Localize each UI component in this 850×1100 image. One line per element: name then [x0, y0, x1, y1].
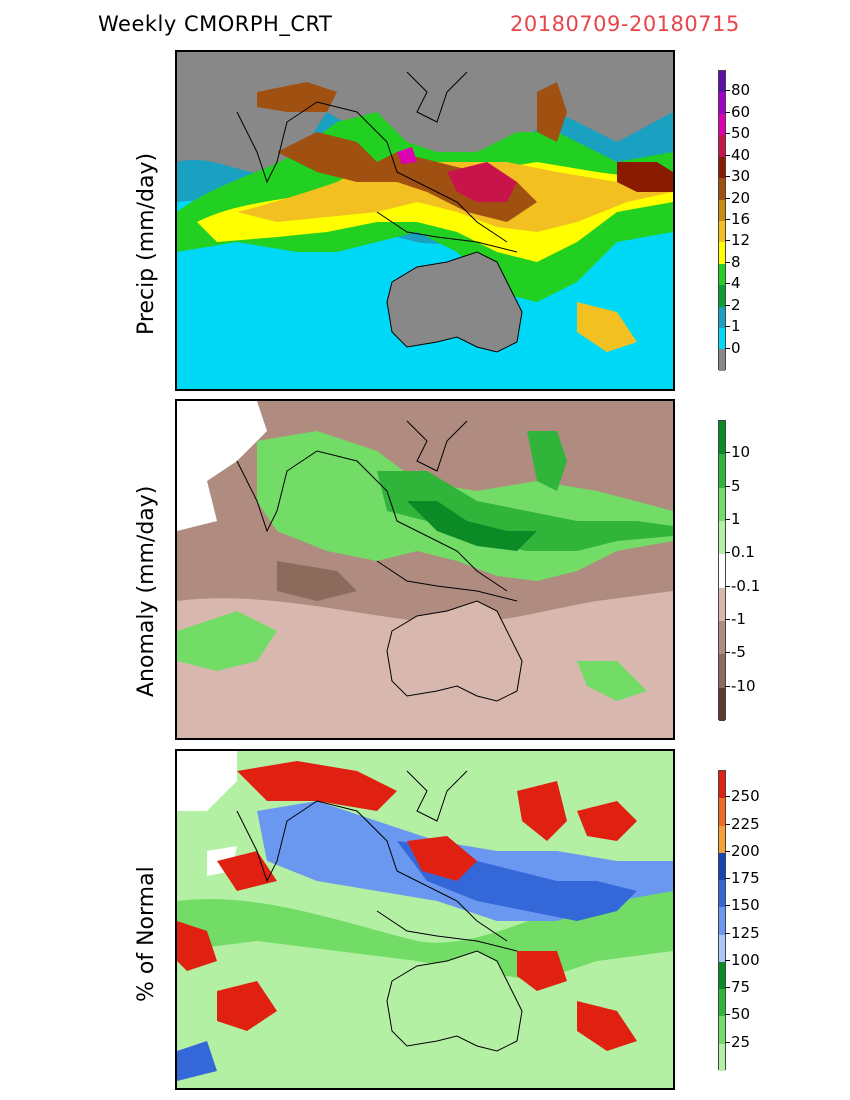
- precip-colorbar-segment: [719, 135, 725, 157]
- anomaly-colorbar: [718, 420, 726, 721]
- anomaly-colorbar-segment: [719, 520, 725, 555]
- precip-colorbar-segment: [719, 156, 725, 179]
- pct-colorbar-segment: [719, 907, 725, 935]
- pct-colorbar-segment: [719, 961, 725, 990]
- precip-colorbar-label: 80: [724, 81, 751, 100]
- precip-colorbar-label: 30: [724, 167, 751, 186]
- precip-colorbar-segment: [719, 178, 725, 200]
- anomaly-map-canvas: [177, 401, 673, 738]
- pct-map: [175, 749, 675, 1090]
- pct-colorbar-label: 100: [725, 950, 760, 969]
- anomaly-colorbar-segment: [719, 687, 725, 721]
- pct-colorbar-label: 175: [725, 869, 760, 888]
- precip-colorbar-segment: [719, 199, 725, 221]
- precip-colorbar-label: 8: [725, 252, 741, 271]
- anomaly-colorbar-label: 1: [725, 510, 741, 528]
- anomaly-colorbar-label: -0.1: [724, 576, 761, 595]
- anomaly-colorbar-segment: [719, 654, 725, 688]
- anomaly-colorbar-segment: [719, 587, 725, 621]
- anomaly-colorbar-label: 0.1: [725, 543, 755, 562]
- precip-colorbar-segment: [719, 113, 725, 136]
- pct-colorbar-segment: [719, 798, 725, 826]
- precip-map-canvas: [177, 52, 673, 389]
- anomaly-colorbar-label: 5: [725, 476, 741, 495]
- precip-colorbar-label: 20: [724, 188, 751, 207]
- chart-title: Weekly CMORPH_CRT: [98, 12, 333, 36]
- anomaly-colorbar-segment: [719, 421, 725, 455]
- pct-colorbar-label: 25: [724, 1032, 751, 1051]
- precip-colorbar-segment: [719, 220, 725, 243]
- pct-colorbar-label: 225: [725, 814, 760, 833]
- pct-colorbar-label: 50: [724, 1005, 751, 1024]
- precip-colorbar-label: 0: [725, 338, 741, 357]
- pct-ylabel: % of Normal: [134, 866, 159, 1002]
- precip-colorbar-label: 12: [724, 231, 751, 250]
- anomaly-colorbar-label: -10: [725, 676, 756, 695]
- precip-colorbar-label: 40: [724, 145, 751, 164]
- precip-colorbar-segment: [719, 71, 725, 93]
- anomaly-ylabel: Anomaly (mm/day): [134, 485, 159, 697]
- precip-colorbar-label: 4: [725, 274, 741, 293]
- pct-colorbar-segment: [719, 989, 725, 1017]
- anomaly-colorbar-label: -1: [725, 610, 746, 628]
- anomaly-colorbar-segment: [719, 554, 725, 588]
- anomaly-map: [175, 399, 675, 740]
- pct-colorbar-label: 125: [725, 923, 760, 942]
- anomaly-colorbar-label: 10: [724, 443, 751, 462]
- precip-colorbar-segment: [719, 306, 725, 329]
- precip-map: [175, 50, 675, 391]
- anomaly-colorbar-segment: [719, 454, 725, 488]
- precip-colorbar-label: 2: [725, 295, 741, 314]
- pct-colorbar-segment: [719, 934, 725, 962]
- anomaly-colorbar-segment: [719, 620, 725, 655]
- pct-colorbar-segment: [719, 880, 725, 908]
- precip-colorbar-segment: [719, 328, 725, 350]
- pct-colorbar-segment: [719, 852, 725, 881]
- pct-colorbar-label: 250: [725, 787, 760, 806]
- pct-colorbar-label: 200: [725, 841, 760, 860]
- precip-colorbar-segment: [719, 349, 725, 371]
- precip-colorbar-label: 16: [724, 210, 751, 228]
- anomaly-colorbar-label: -5: [725, 643, 746, 662]
- pct-colorbar-segment: [719, 825, 725, 853]
- pct-colorbar-segment: [719, 1016, 725, 1044]
- pct-map-canvas: [177, 751, 673, 1088]
- precip-colorbar-label: 1: [725, 317, 741, 336]
- anomaly-colorbar-segment: [719, 487, 725, 521]
- precip-colorbar-segment: [719, 242, 725, 264]
- pct-colorbar-segment: [719, 771, 725, 799]
- date-range: 20180709-20180715: [510, 12, 740, 36]
- precip-colorbar: [718, 70, 726, 371]
- precip-colorbar-label: 50: [724, 124, 751, 143]
- precip-colorbar-segment: [719, 263, 725, 286]
- pct-colorbar-segment: [719, 1043, 725, 1071]
- precip-colorbar-label: 60: [724, 102, 751, 121]
- pct-colorbar-label: 75: [724, 978, 751, 997]
- pct-colorbar-label: 150: [725, 896, 760, 915]
- pct-colorbar: [718, 770, 726, 1071]
- precip-colorbar-segment: [719, 92, 725, 114]
- precip-colorbar-segment: [719, 285, 725, 307]
- precip-ylabel: Precip (mm/day): [134, 152, 159, 335]
